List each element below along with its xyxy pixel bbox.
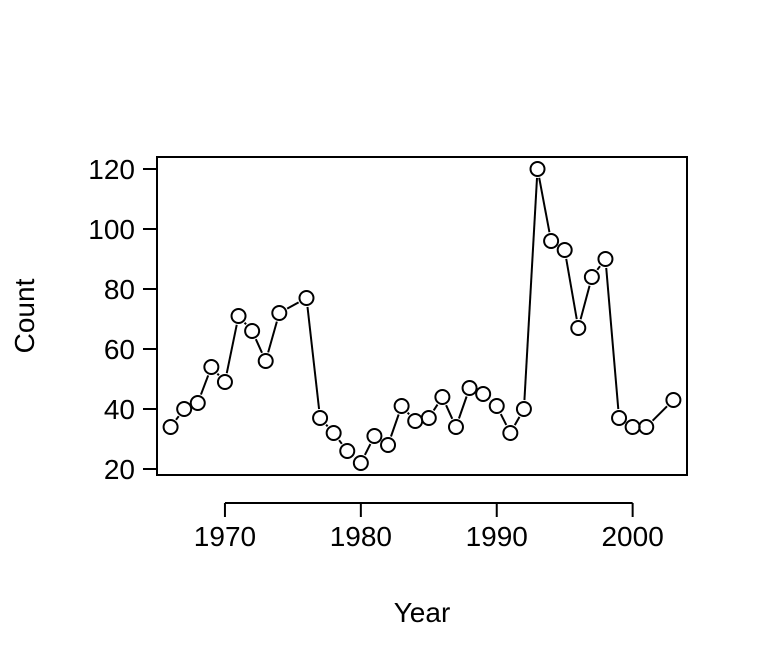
data-point	[298, 290, 315, 306]
series-segment	[225, 324, 238, 374]
series-segment	[513, 416, 521, 426]
data-point	[352, 455, 369, 471]
y-tick-label: 100	[88, 214, 135, 245]
series-segments	[175, 177, 668, 458]
plot-frame	[156, 156, 688, 476]
series-segment	[338, 439, 343, 445]
data-point	[271, 305, 288, 321]
data-point	[556, 242, 573, 258]
data-point	[244, 323, 261, 339]
data-point	[162, 419, 179, 435]
series-segment	[605, 267, 620, 410]
data-point	[475, 386, 492, 402]
data-point	[393, 398, 410, 414]
data-point	[502, 425, 519, 441]
x-tick-label: 2000	[601, 521, 663, 552]
data-point	[216, 374, 233, 390]
data-point	[638, 419, 655, 435]
series-segment	[200, 375, 210, 395]
y-tick-label: 20	[104, 454, 135, 485]
series-segment	[445, 404, 454, 420]
data-point	[543, 233, 560, 249]
data-point	[583, 269, 600, 285]
data-point	[461, 380, 478, 396]
series-segment	[457, 396, 468, 419]
series-segment	[325, 423, 329, 428]
series-segment	[499, 413, 508, 426]
y-tick-label: 80	[104, 274, 135, 305]
data-point	[597, 251, 614, 267]
series-segment	[579, 285, 591, 320]
data-point	[488, 398, 505, 414]
series-segment	[363, 443, 372, 456]
data-point	[230, 308, 247, 324]
data-point	[366, 428, 383, 444]
data-point	[447, 419, 464, 435]
x-tick-label: 1970	[194, 521, 256, 552]
data-point	[257, 353, 274, 369]
data-point	[380, 437, 397, 453]
data-point	[434, 389, 451, 405]
series-segment	[651, 405, 668, 422]
data-point	[420, 410, 437, 426]
y-axis-title: Count	[9, 278, 40, 353]
series-segment	[216, 372, 220, 377]
data-points	[162, 161, 682, 471]
series-segment	[175, 415, 180, 421]
series-segment	[432, 404, 439, 411]
series-segment	[390, 414, 400, 437]
y-axis: 20 40 60 80 100 120	[88, 154, 158, 485]
y-tick-label: 40	[104, 394, 135, 425]
series-segment	[306, 306, 321, 410]
series-segment	[523, 177, 539, 401]
x-tick-label: 1980	[330, 521, 392, 552]
series-segment	[565, 258, 578, 320]
series-segment	[596, 265, 601, 271]
series-segment	[538, 177, 551, 233]
data-point	[325, 425, 342, 441]
series-segment	[267, 321, 278, 353]
y-tick-label: 120	[88, 154, 135, 185]
y-tick-label: 60	[104, 334, 135, 365]
data-point	[611, 410, 628, 426]
x-axis: 1970 1980 1990 2000	[194, 502, 664, 552]
series-segment	[254, 338, 263, 354]
data-point	[529, 161, 546, 177]
data-point	[203, 359, 220, 375]
data-point	[176, 401, 193, 417]
series-segment	[406, 411, 410, 416]
x-tick-label: 1990	[466, 521, 528, 552]
data-point	[515, 401, 532, 417]
data-point	[665, 392, 682, 408]
data-point	[407, 413, 424, 429]
data-point	[189, 395, 206, 411]
x-axis-title: Year	[394, 597, 451, 628]
data-point	[312, 410, 329, 426]
series-segment	[286, 301, 300, 310]
data-point	[624, 419, 641, 435]
data-point	[570, 320, 587, 336]
data-point	[339, 443, 356, 459]
series-segment	[243, 321, 247, 326]
